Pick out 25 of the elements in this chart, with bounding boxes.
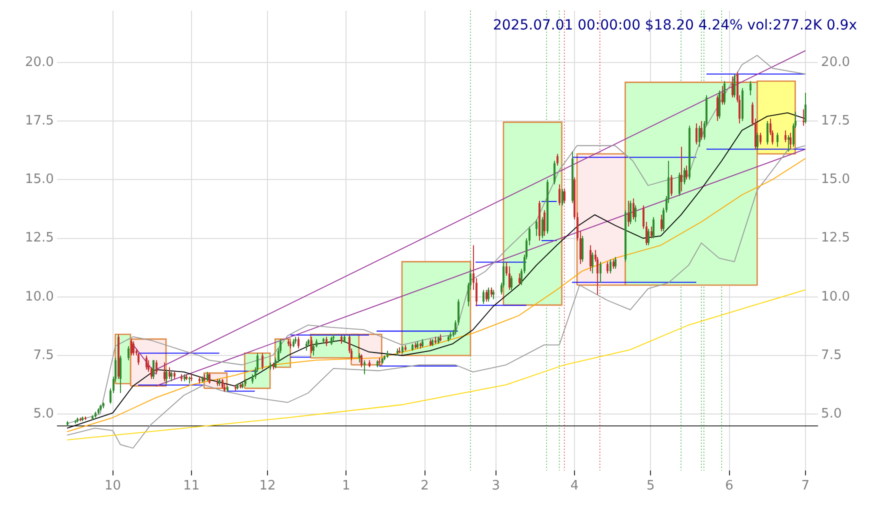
y2-tick-label: 5.0 xyxy=(821,406,842,422)
y-tick-label: 10.0 xyxy=(24,289,54,304)
y2-tick-label: 12.5 xyxy=(821,230,850,246)
x-tick-label: 11 xyxy=(183,478,200,494)
x-tick-label: 10 xyxy=(104,478,122,494)
x-tick-label: 1 xyxy=(342,478,350,494)
y-tick-label: 20.0 xyxy=(24,54,54,70)
y-tick-label: 17.5 xyxy=(24,113,54,128)
y2-tick-label: 7.5 xyxy=(821,348,842,363)
x-tick-label: 2 xyxy=(420,478,429,494)
y2-tick-label: 10.0 xyxy=(821,289,850,304)
y2-tick-label: 15.0 xyxy=(821,172,850,188)
y2-tick-label: 20.0 xyxy=(821,54,850,70)
x-tick-label: 7 xyxy=(801,478,810,494)
text: 2025.07.01 00:00:00 $18.20 4.24% vol:277.2K 0.9x xyxy=(492,18,857,34)
x-tick-label: 6 xyxy=(725,478,734,494)
x-tick-label: 12 xyxy=(259,478,276,494)
x-tick-label: 4 xyxy=(570,478,579,494)
y-tick-label: 15.0 xyxy=(24,172,54,188)
x-tick-label: 3 xyxy=(492,478,500,494)
y2-tick-label: 17.5 xyxy=(821,113,850,128)
y-tick-label: 12.5 xyxy=(24,230,54,246)
x-tick-label: 5 xyxy=(646,478,655,494)
y-tick-label: 5.0 xyxy=(33,406,54,422)
y-tick-label: 7.5 xyxy=(33,348,54,363)
